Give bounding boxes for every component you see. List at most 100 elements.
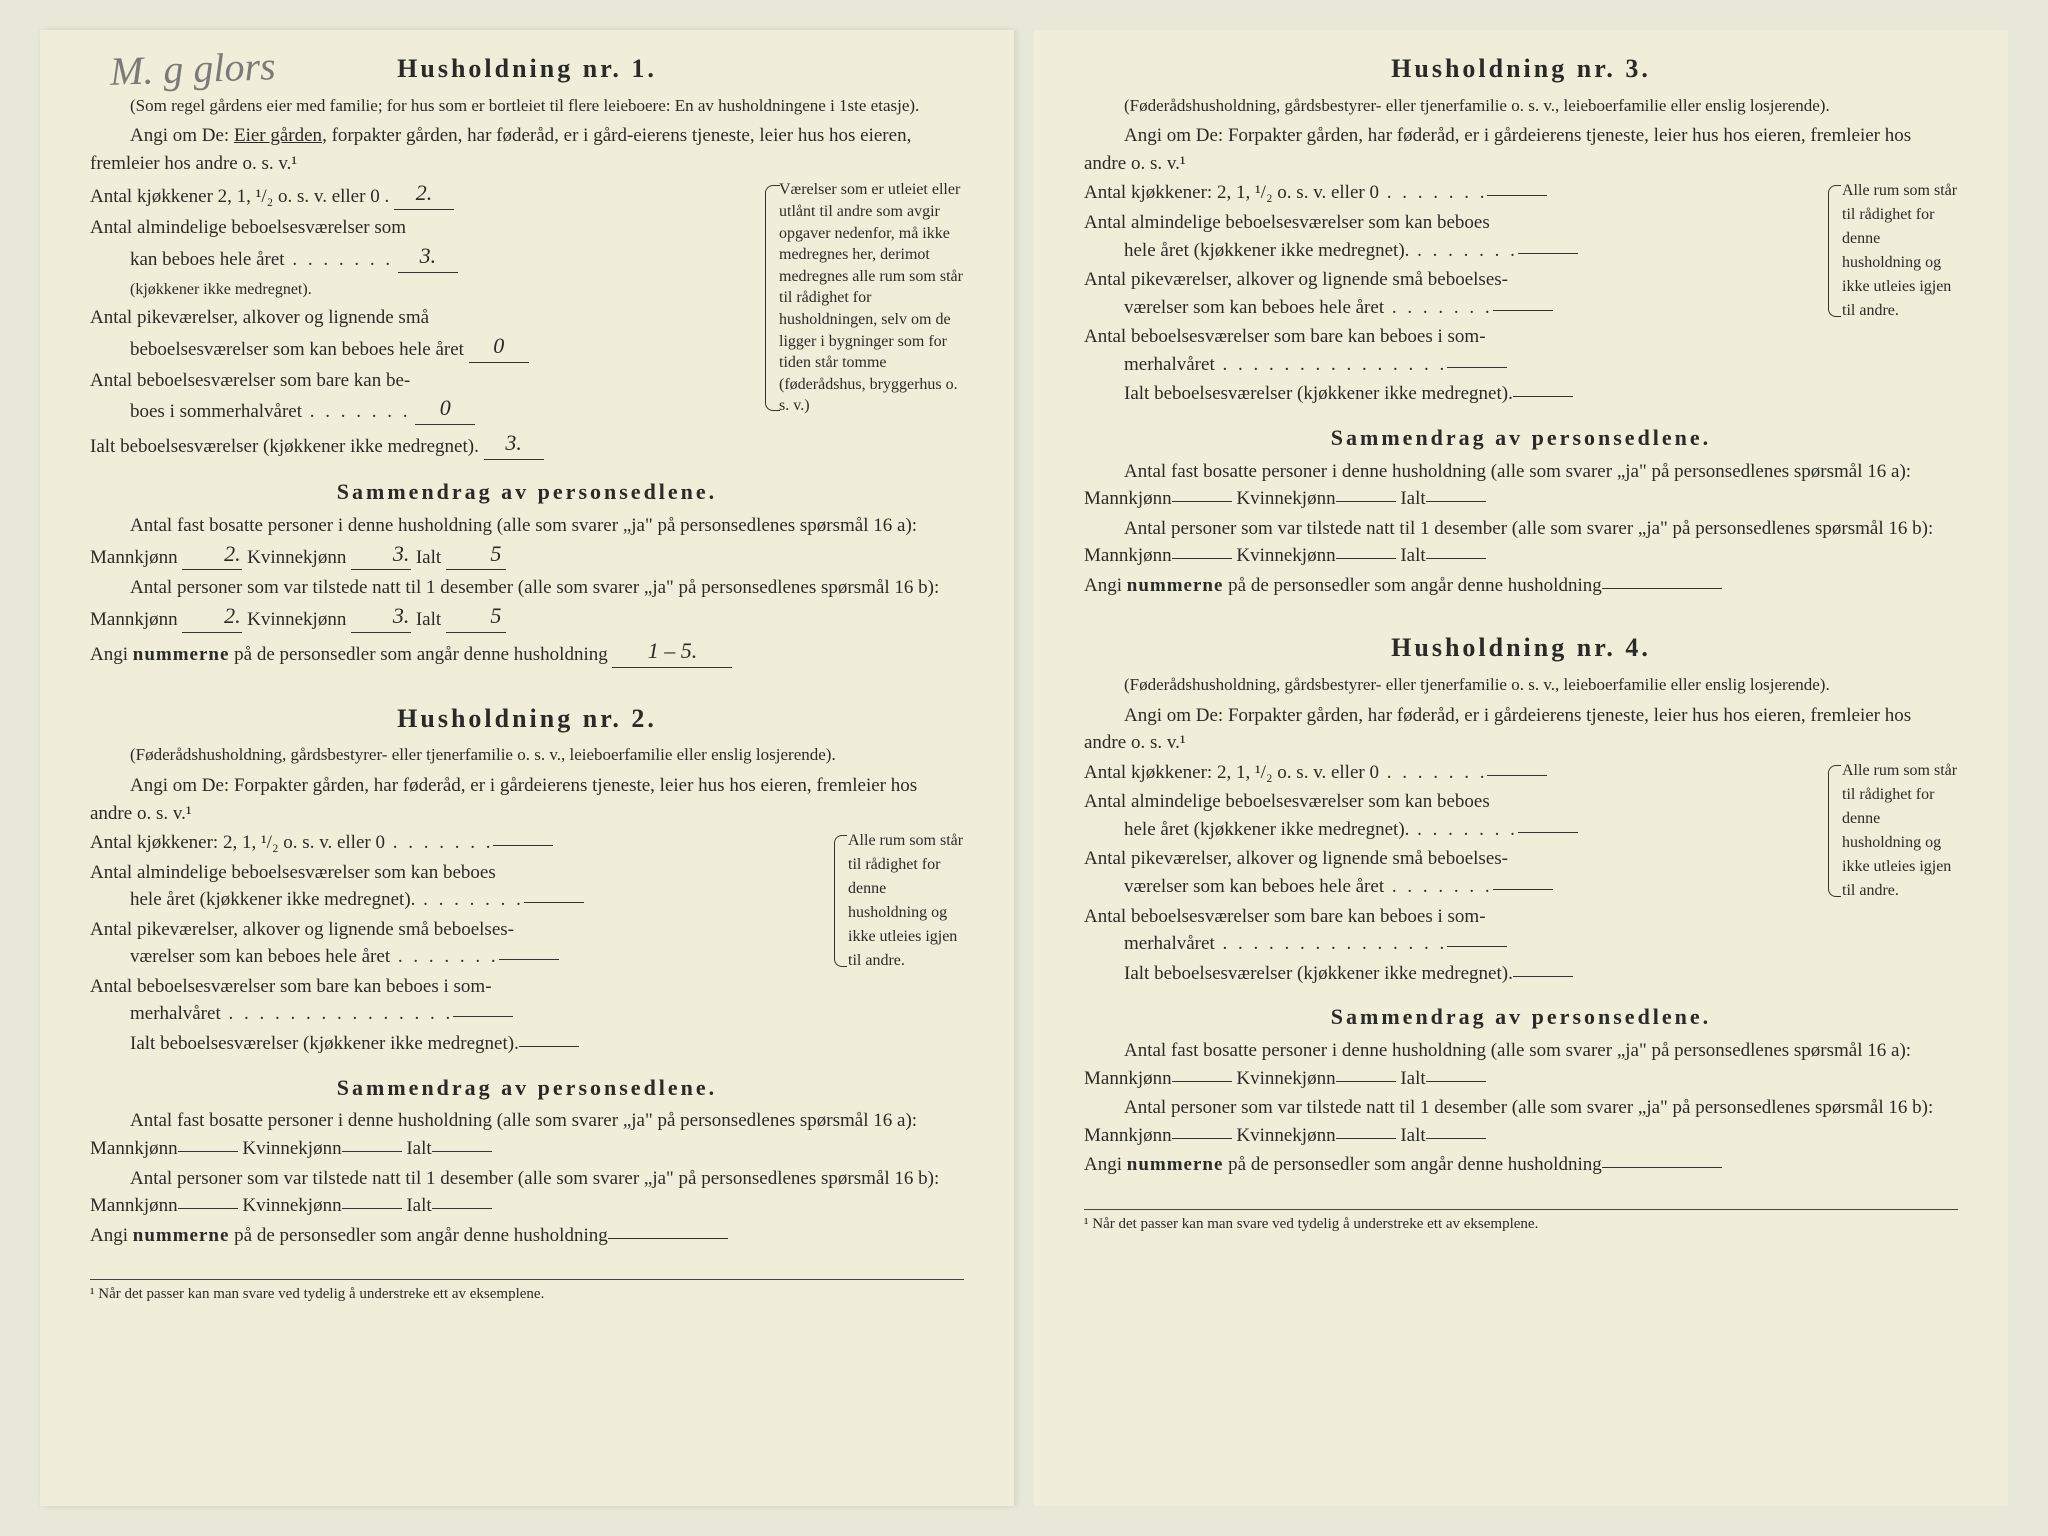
hh2-l5-text: Ialt beboelsesværelser (kjøkkener ikke m… [130, 1033, 519, 1054]
hh1-sub: (Som regel gårdens eier med familie; for… [90, 94, 964, 119]
hh4-s1-m [1172, 1081, 1232, 1082]
hh3-l4-val [1447, 367, 1507, 368]
hh4-sidenote: Alle rum som står til rådighet for denne… [1828, 759, 1958, 903]
hh1-l3b: beboelsesværelser som kan beboes hele år… [90, 339, 464, 360]
hh1-sidenote: Værelser som er utleiet eller utlånt til… [764, 179, 964, 417]
hh4-s1-k [1336, 1081, 1396, 1082]
hh3-l1-text: Antal kjøkkener: 2, 1, ¹/₂ o. s. v. elle… [1084, 182, 1487, 203]
hh4-l1-val [1487, 775, 1547, 776]
hh1-l5-text: Ialt beboelsesværelser (kjøkkener ikke m… [90, 436, 479, 457]
hh1-l4b: boes i sommerhalvåret [90, 401, 411, 422]
hh4-l3a: Antal pikeværelser, alkover og lignende … [1084, 848, 1508, 869]
hh2-l5: Ialt beboelsesværelser (kjøkkener ikke m… [90, 1030, 822, 1058]
hh4-l2: Antal almindelige beboelsesværelser som … [1084, 788, 1816, 843]
hh4-s2-k [1336, 1138, 1396, 1139]
hh4-s1: Antal fast bosatte personer i denne hush… [1084, 1037, 1958, 1092]
hh3-summary-title: Sammendrag av personsedlene. [1084, 422, 1958, 454]
hh4-s3a: Angi [1084, 1154, 1127, 1175]
hh1-s1-kv-lbl: Kvinnekjønn [247, 547, 346, 568]
hh2-s3c: på de personsedler som angår denne husho… [229, 1225, 607, 1246]
hh2-s2-ialt: Ialt [406, 1195, 431, 1216]
hh2-l2: Antal almindelige beboelsesværelser som … [90, 859, 822, 914]
hh1-s2-m: 2. [182, 600, 242, 633]
hh4-l3-val [1493, 889, 1553, 890]
hh2-l4b: merhalvåret [90, 1003, 453, 1024]
hh1-s1-i-lbl: Ialt [416, 547, 441, 568]
hh1-s3-rest: på de personsedler som angår denne husho… [229, 644, 607, 665]
hh4-l3b: værelser som kan beboes hele året [1084, 876, 1493, 897]
hh3-l3b: værelser som kan beboes hele året [1084, 297, 1493, 318]
hh4-s2: Antal personer som var tilstede natt til… [1084, 1094, 1958, 1149]
left-page: M. g glors Husholdning nr. 1. (Som regel… [40, 30, 1014, 1506]
hh1-l2: Antal almindelige beboelsesværelser som … [90, 214, 752, 302]
household-3: Husholdning nr. 3. (Føderådshusholdning,… [1084, 50, 1958, 599]
hh2-l4a: Antal beboelsesværelser som bare kan beb… [90, 976, 492, 997]
hh2-l2a: Antal almindelige beboelsesværelser som … [90, 862, 496, 883]
hh4-s1-kv: Kvinnekjønn [1236, 1068, 1335, 1089]
hh3-rows: Antal kjøkkener: 2, 1, ¹/₂ o. s. v. elle… [1084, 179, 1958, 409]
hh4-s2-i [1426, 1138, 1486, 1139]
hh2-s3-val [608, 1238, 728, 1239]
hh1-angi-pre: Angi om De: [130, 125, 234, 146]
household-2: Husholdning nr. 2. (Føderådshusholdning,… [90, 700, 964, 1249]
hh4-l4a: Antal beboelsesværelser som bare kan beb… [1084, 906, 1486, 927]
hh2-s2-i [432, 1208, 492, 1209]
hh3-sub: (Føderådshusholdning, gårdsbestyrer- ell… [1084, 94, 1958, 119]
hh2-rows: Antal kjøkkener: 2, 1, ¹/₂ o. s. v. elle… [90, 829, 964, 1059]
hh2-s1-i [432, 1151, 492, 1152]
hh3-angi: Angi om De: Forpakter gården, har føderå… [1084, 122, 1958, 177]
hh1-l2-val: 3. [398, 240, 458, 273]
hh4-title: Husholdning nr. 4. [1084, 629, 1958, 667]
hh1-l1: Antal kjøkkener 2, 1, ¹/₂ o. s. v. eller… [90, 179, 752, 212]
hh3-l4b: merhalvåret [1084, 354, 1447, 375]
hh2-l3a: Antal pikeværelser, alkover og lignende … [90, 919, 514, 940]
hh1-s2-k: 3. [351, 600, 411, 633]
hh4-s2-m [1172, 1138, 1232, 1139]
hh1-l3a: Antal pikeværelser, alkover og lignende … [90, 307, 429, 328]
hh1-s3-b: nummerne [133, 644, 230, 665]
hh1-l4-val: 0 [415, 392, 475, 425]
hh3-l1-val [1487, 195, 1547, 196]
hh4-l4-val [1447, 946, 1507, 947]
hh2-l3: Antal pikeværelser, alkover og lignende … [90, 916, 822, 971]
hh2-s1-kv: Kvinnekjønn [242, 1138, 341, 1159]
hh1-l5-val: 3. [484, 427, 544, 460]
hh2-s1: Antal fast bosatte personer i denne hush… [90, 1107, 964, 1162]
hh4-sub: (Føderådshusholdning, gårdsbestyrer- ell… [1084, 673, 1958, 698]
hh2-sidenote: Alle rum som står til rådighet for denne… [834, 829, 964, 973]
hh3-l5: Ialt beboelsesværelser (kjøkkener ikke m… [1084, 380, 1816, 408]
hh4-l2b: hele året (kjøkkener ikke medregnet). [1084, 819, 1518, 840]
hh2-s2: Antal personer som var tilstede natt til… [90, 1165, 964, 1220]
hh1-l1-val: 2. [394, 177, 454, 210]
hh2-s1-m [178, 1151, 238, 1152]
hh4-s3c: på de personsedler som angår denne husho… [1223, 1154, 1601, 1175]
hh1-summary-title: Sammendrag av personsedlene. [90, 476, 964, 508]
hh2-l2b: hele året (kjøkkener ikke medregnet). [90, 889, 524, 910]
hh3-l3a: Antal pikeværelser, alkover og lignende … [1084, 269, 1508, 290]
hh2-l1-text: Antal kjøkkener: 2, 1, ¹/₂ o. s. v. elle… [90, 832, 493, 853]
right-page: Husholdning nr. 3. (Føderådshusholdning,… [1034, 30, 2008, 1506]
hh4-l2-val [1518, 832, 1578, 833]
hh3-l1: Antal kjøkkener: 2, 1, ¹/₂ o. s. v. elle… [1084, 179, 1816, 207]
hh3-s2-kv: Kvinnekjønn [1236, 545, 1335, 566]
hh1-l2a: Antal almindelige beboelsesværelser som [90, 217, 406, 238]
hh3-l2b: hele året (kjøkkener ikke medregnet). [1084, 240, 1518, 261]
hh1-rows: Antal kjøkkener 2, 1, ¹/₂ o. s. v. eller… [90, 179, 964, 464]
hh2-l3-val [499, 959, 559, 960]
hh1-l4: Antal beboelsesværelser som bare kan be-… [90, 367, 752, 427]
hh1-l3-val: 0 [469, 330, 529, 363]
hh1-l4a: Antal beboelsesværelser som bare kan be- [90, 370, 410, 391]
hh1-s1-k: 3. [351, 538, 411, 571]
hh4-l3: Antal pikeværelser, alkover og lignende … [1084, 845, 1816, 900]
hh3-s2-ialt: Ialt [1400, 545, 1425, 566]
hh1-s2-i: 5 [446, 600, 506, 633]
hh1-s3-lbl: Angi [90, 644, 133, 665]
hh3-s1-kv: Kvinnekjønn [1236, 488, 1335, 509]
hh1-angi: Angi om De: Eier gården, forpakter gårde… [90, 122, 964, 177]
hh3-rows-main: Antal kjøkkener: 2, 1, ¹/₂ o. s. v. elle… [1084, 179, 1816, 409]
hh2-s2-m [178, 1208, 238, 1209]
hh3-s1-m [1172, 501, 1232, 502]
hh4-l5: Ialt beboelsesværelser (kjøkkener ikke m… [1084, 960, 1816, 988]
hh3-l5-val [1513, 396, 1573, 397]
hh3-l4: Antal beboelsesværelser som bare kan beb… [1084, 323, 1816, 378]
